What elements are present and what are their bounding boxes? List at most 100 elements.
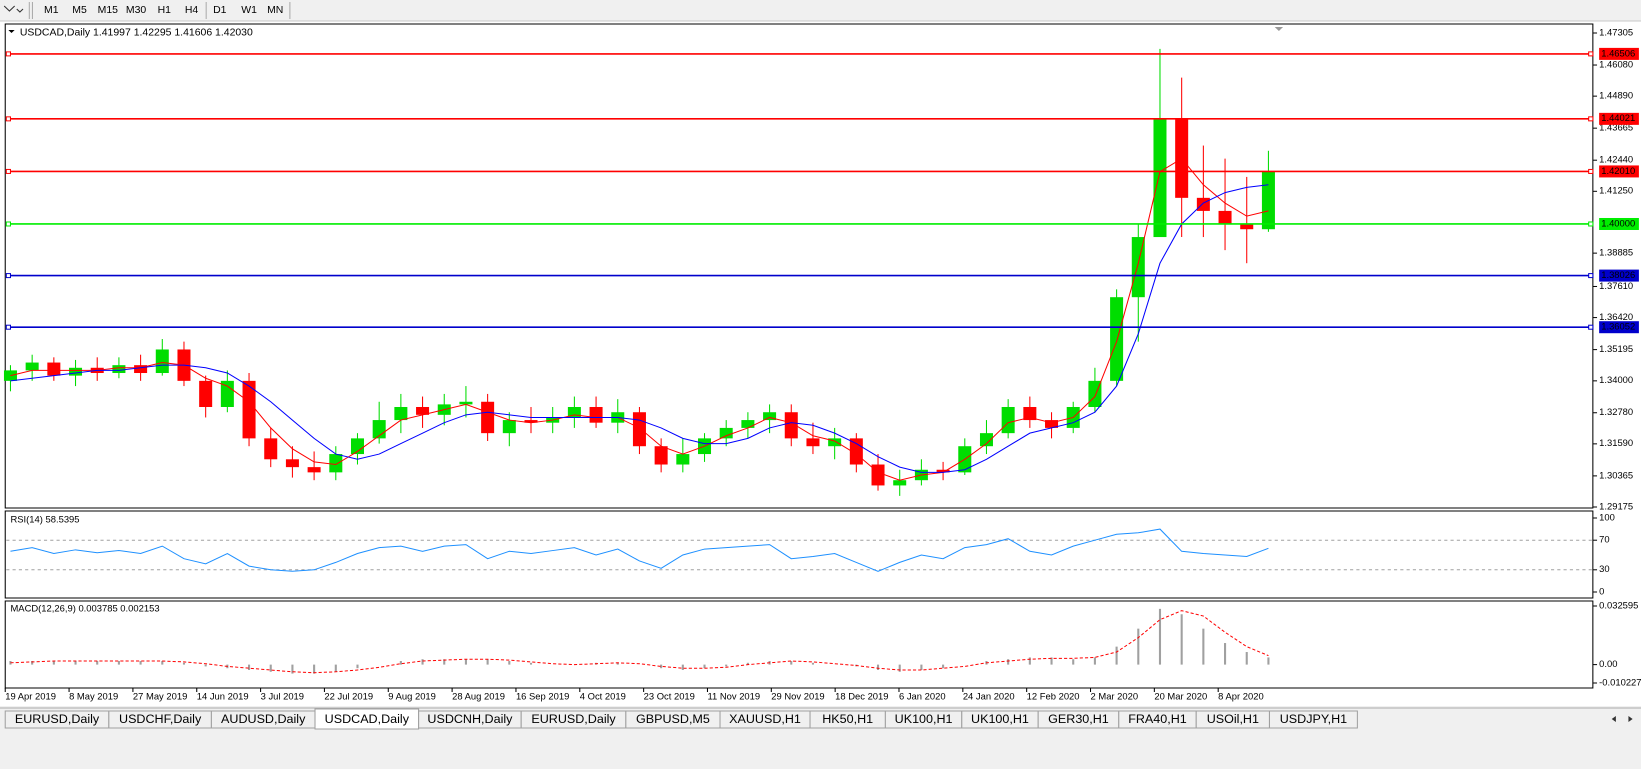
candle-body bbox=[1240, 223, 1254, 230]
timeframe-button[interactable]: M5 bbox=[72, 5, 87, 16]
level-label-box bbox=[1599, 165, 1639, 178]
timeframe-button[interactable]: M1 bbox=[44, 5, 59, 16]
candle-body bbox=[524, 420, 538, 423]
candle-body bbox=[242, 380, 256, 439]
candle-body bbox=[220, 380, 234, 407]
y-tick-label: 1.30365 bbox=[1599, 470, 1633, 480]
tab-label[interactable]: GER30,H1 bbox=[1048, 712, 1109, 726]
y-tick-label: 1.42440 bbox=[1599, 155, 1633, 165]
candle-body bbox=[979, 433, 993, 447]
y-tick-label: 1.34000 bbox=[1599, 375, 1633, 385]
candle-body bbox=[936, 469, 950, 473]
candle-body bbox=[1131, 237, 1145, 298]
toolbar-icon[interactable] bbox=[3, 5, 24, 13]
candle-body bbox=[25, 362, 39, 371]
timeframe-button[interactable]: D1 bbox=[213, 5, 227, 16]
level-handle bbox=[5, 221, 11, 227]
tab-label[interactable]: USDCNH,Daily bbox=[427, 712, 513, 726]
tab-label[interactable]: AUDUSD,Daily bbox=[221, 712, 306, 726]
timeframe-buttons: M1 M5 M15 M30 H1 H4 D1 W1 MN bbox=[44, 5, 283, 16]
rsi-line bbox=[10, 528, 1269, 572]
candle-body bbox=[1196, 197, 1210, 211]
level-label-box bbox=[1599, 47, 1639, 60]
y-tick-label: 70 bbox=[1599, 535, 1609, 545]
level-label: 1.36052 bbox=[1601, 322, 1635, 332]
tab-label[interactable]: USDCAD,Daily bbox=[325, 712, 410, 726]
candle-body bbox=[155, 349, 169, 374]
candle-body bbox=[47, 362, 61, 376]
candle-body bbox=[828, 438, 842, 447]
tab-label[interactable]: XAUUSD,H1 bbox=[729, 712, 801, 726]
tab-scroll-arrows[interactable] bbox=[1611, 716, 1633, 722]
candle-body bbox=[741, 420, 755, 428]
candle-body bbox=[1001, 406, 1015, 434]
candle-body bbox=[481, 401, 495, 434]
moving-average bbox=[10, 184, 1269, 473]
y-tick-label: -0.010227 bbox=[1599, 678, 1641, 688]
macd-panel bbox=[4, 600, 1594, 689]
x-tick-label: 11 Nov 2019 bbox=[707, 692, 760, 702]
candle-body bbox=[893, 480, 907, 486]
x-tick-label: 14 Jun 2019 bbox=[197, 692, 249, 702]
chart-header: USDCAD,Daily 1.41997 1.42295 1.41606 1.4… bbox=[20, 28, 253, 39]
timeframe-button[interactable]: H4 bbox=[185, 5, 199, 16]
candle-body bbox=[871, 464, 885, 486]
y-tick-label: 1.38885 bbox=[1599, 248, 1633, 258]
timeframe-button[interactable]: H1 bbox=[158, 5, 172, 16]
tab-label[interactable]: USDCHF,Daily bbox=[119, 712, 202, 726]
tab-label[interactable]: USDJPY,H1 bbox=[1280, 712, 1348, 726]
y-tick-label: 1.41250 bbox=[1599, 186, 1633, 196]
tab[interactable] bbox=[1268, 710, 1358, 729]
x-tick-label: 6 Jan 2020 bbox=[899, 692, 946, 702]
candle-body bbox=[1023, 406, 1037, 421]
candle-body bbox=[567, 406, 581, 418]
timeframe-button[interactable]: MN bbox=[267, 5, 283, 16]
scroll-marker bbox=[1274, 27, 1284, 31]
candle-body bbox=[589, 406, 603, 423]
x-tick-label: 23 Oct 2019 bbox=[644, 692, 695, 702]
y-tick-label: 1.44890 bbox=[1599, 91, 1633, 101]
tab-label[interactable]: GBPUSD,M5 bbox=[636, 712, 710, 726]
candle-body bbox=[806, 438, 820, 447]
level-handle bbox=[1588, 273, 1594, 279]
y-tick-label: 1.32780 bbox=[1599, 407, 1633, 417]
candle-body bbox=[1153, 119, 1167, 238]
candle-body bbox=[784, 412, 798, 439]
y-tick-label: 30 bbox=[1599, 564, 1609, 574]
y-tick-label: 1.46080 bbox=[1599, 60, 1633, 70]
timeframe-button[interactable]: M15 bbox=[98, 5, 119, 16]
x-tick-label: 8 Apr 2020 bbox=[1218, 692, 1264, 702]
y-tick-label: 1.36420 bbox=[1599, 312, 1633, 322]
candle-body bbox=[416, 406, 430, 415]
candle-body bbox=[199, 380, 213, 407]
level-label: 1.46506 bbox=[1601, 48, 1635, 58]
tab-label[interactable]: USOil,H1 bbox=[1207, 712, 1259, 726]
candle-body bbox=[394, 406, 408, 421]
x-tick-label: 24 Jan 2020 bbox=[963, 692, 1015, 702]
timeframe-button[interactable]: W1 bbox=[241, 5, 257, 16]
panel-menu-icon[interactable] bbox=[8, 30, 15, 33]
level-label-box bbox=[1599, 217, 1639, 230]
level-label: 1.44021 bbox=[1601, 113, 1635, 123]
y-tick-label: 1.37610 bbox=[1599, 281, 1633, 291]
tab-label[interactable]: UK100,H1 bbox=[971, 712, 1029, 726]
moving-average bbox=[10, 157, 1269, 481]
candle-body bbox=[329, 454, 343, 473]
candle-body bbox=[719, 427, 733, 439]
tab-label[interactable]: FRA40,H1 bbox=[1128, 712, 1187, 726]
tab-label[interactable]: EURUSD,Daily bbox=[531, 712, 616, 726]
x-tick-label: 28 Aug 2019 bbox=[452, 692, 505, 702]
symbol-tabs: EURUSD,Daily USDCHF,Daily AUDUSD,Daily USDC… bbox=[4, 708, 1358, 730]
y-tick-label: 0.00 bbox=[1599, 659, 1617, 669]
candle-body bbox=[1110, 297, 1124, 381]
tab-label[interactable]: HK50,H1 bbox=[822, 712, 873, 726]
candle-body bbox=[763, 412, 777, 421]
rsi-panel bbox=[4, 510, 1594, 599]
timeframe-button[interactable]: M30 bbox=[126, 5, 147, 16]
tab-label[interactable]: EURUSD,Daily bbox=[15, 712, 100, 726]
tab-label[interactable]: UK100,H1 bbox=[895, 712, 953, 726]
x-tick-label: 9 Aug 2019 bbox=[388, 692, 436, 702]
y-tick-label: 1.29175 bbox=[1599, 502, 1633, 512]
